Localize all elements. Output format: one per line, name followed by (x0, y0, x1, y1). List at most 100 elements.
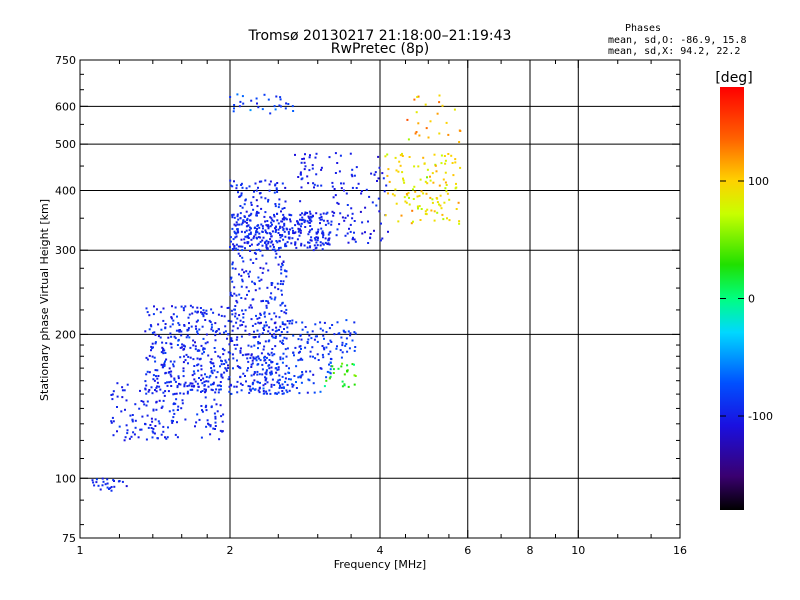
data-point (257, 224, 260, 227)
data-point (265, 356, 268, 359)
data-point (268, 367, 271, 370)
data-point (138, 407, 141, 410)
data-point (191, 382, 194, 385)
data-point (275, 188, 278, 191)
data-point (301, 321, 304, 324)
data-point (154, 389, 156, 391)
y-tick-label: 75 (62, 532, 76, 545)
data-point (434, 164, 437, 167)
data-point (144, 423, 147, 426)
data-point (257, 276, 260, 279)
data-point (250, 374, 253, 377)
data-point (219, 356, 222, 359)
data-point (265, 373, 268, 376)
data-point (257, 321, 260, 324)
data-point (345, 319, 348, 322)
data-point (291, 383, 294, 386)
data-point (329, 339, 332, 342)
data-point (250, 354, 253, 357)
data-point (303, 161, 306, 164)
data-point (178, 323, 181, 326)
data-point (201, 352, 204, 355)
data-point (240, 192, 243, 195)
data-point (260, 196, 263, 199)
data-point (257, 236, 260, 239)
data-point (282, 342, 285, 345)
data-point (279, 325, 282, 328)
data-point (282, 392, 285, 395)
data-point (223, 315, 226, 318)
data-point (267, 364, 270, 367)
data-point (104, 483, 107, 486)
data-point (212, 381, 215, 384)
data-point (270, 221, 273, 224)
x-tick-label: 4 (377, 544, 384, 557)
data-point (364, 206, 367, 209)
data-point (307, 338, 310, 341)
data-point (253, 379, 256, 382)
data-point (151, 420, 154, 423)
data-point (275, 252, 278, 255)
data-point (273, 248, 276, 251)
data-point (208, 319, 211, 322)
data-point (283, 207, 286, 209)
data-point (154, 425, 157, 427)
data-point (345, 337, 348, 340)
data-point (330, 358, 333, 361)
data-point (223, 349, 226, 352)
data-point (243, 238, 246, 241)
data-point (439, 204, 442, 207)
data-point (338, 332, 341, 335)
data-point (259, 249, 262, 252)
data-point (264, 197, 267, 200)
data-point (457, 201, 460, 204)
data-point (281, 321, 284, 324)
data-point (258, 180, 261, 183)
data-point (276, 212, 279, 215)
data-point (188, 336, 191, 339)
data-point (296, 222, 299, 225)
data-point (326, 370, 329, 373)
data-point (187, 316, 190, 319)
data-point (406, 194, 409, 197)
data-point (229, 246, 231, 248)
data-point (408, 203, 411, 206)
data-point (223, 331, 225, 334)
data-point (264, 179, 267, 182)
data-point (331, 324, 334, 326)
data-point (164, 371, 167, 374)
data-point (438, 184, 441, 187)
data-point (346, 369, 349, 372)
data-point (185, 353, 188, 356)
data-point (155, 375, 157, 378)
data-point (233, 216, 236, 219)
data-point (245, 353, 248, 356)
data-point (163, 349, 166, 352)
data-point (429, 196, 432, 199)
data-point (205, 375, 208, 378)
data-point (284, 235, 287, 238)
data-point (308, 210, 311, 213)
data-point (257, 342, 260, 345)
data-point (205, 312, 208, 315)
data-point (220, 359, 222, 362)
data-point (426, 168, 429, 171)
data-point (335, 347, 338, 350)
data-point (234, 224, 237, 227)
data-point (209, 321, 212, 323)
data-point (231, 280, 234, 283)
data-point (313, 186, 315, 189)
data-point (113, 485, 116, 488)
data-point (329, 368, 332, 371)
data-point (271, 335, 274, 338)
data-point (179, 392, 182, 395)
data-point (255, 236, 258, 239)
data-point (258, 333, 261, 336)
data-point (395, 202, 398, 205)
data-point (299, 376, 302, 379)
data-point (354, 346, 357, 348)
data-point (196, 330, 199, 333)
data-point (268, 189, 271, 192)
data-point (124, 408, 126, 411)
data-point (280, 265, 283, 268)
